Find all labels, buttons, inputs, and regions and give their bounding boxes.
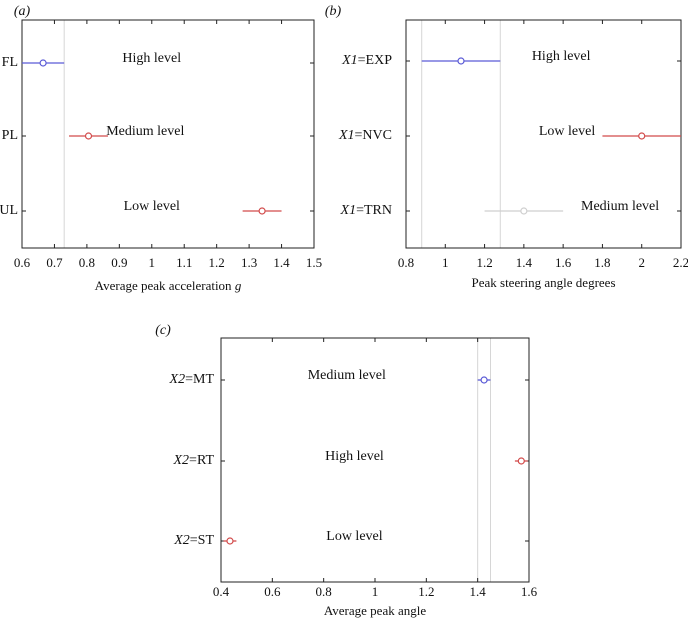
mean-marker <box>520 207 528 215</box>
x-tick-label: 2 <box>638 255 645 270</box>
x-tick-label: 1.1 <box>176 255 192 270</box>
level-annotation: Medium level <box>581 199 659 214</box>
y-label-text: UL <box>0 203 18 218</box>
mean-marker <box>517 457 525 465</box>
mean-marker <box>39 59 47 67</box>
x-tick-label: 1.4 <box>516 255 533 270</box>
y-label-text: =EXP <box>358 53 393 68</box>
mean-marker <box>84 132 93 140</box>
y-label-text: PL <box>2 128 18 143</box>
mean-marker <box>226 537 234 545</box>
y-label-text: =TRN <box>356 203 392 218</box>
y-label-variable: X2 <box>169 372 186 387</box>
panel-label: (a) <box>14 4 31 19</box>
x-tick-label: 2.2 <box>673 255 688 270</box>
x-tick-label: 1.4 <box>470 584 487 599</box>
panel-label: (b) <box>325 4 342 19</box>
x-axis-label-text: Average peak angle <box>324 603 426 618</box>
level-annotation: High level <box>122 51 181 66</box>
y-label-text: =MT <box>185 372 214 387</box>
y-label-variable: X2 <box>172 453 189 468</box>
x-tick-label: 1.2 <box>476 255 492 270</box>
x-axis-label: Average peak angle <box>324 603 426 618</box>
plot-frame <box>21 19 315 249</box>
x-axis-label-text: Average peak acceleration <box>95 278 235 293</box>
level-annotation: High level <box>532 49 591 64</box>
x-tick-label: 1.6 <box>555 255 572 270</box>
level-annotation: Low level <box>539 124 595 139</box>
y-tick-label: UL <box>0 203 18 218</box>
mean-marker <box>457 57 465 65</box>
x-tick-label: 1.2 <box>418 584 434 599</box>
x-tick-label: 1.2 <box>209 255 225 270</box>
y-label-variable: X1 <box>341 53 358 68</box>
x-tick-label: 0.8 <box>316 584 332 599</box>
y-label-variable: X2 <box>173 533 190 548</box>
x-axis-label: Average peak acceleration g <box>95 278 242 293</box>
y-tick-label: X2=RT <box>172 453 214 468</box>
x-tick-label: 1.4 <box>273 255 290 270</box>
x-tick-label: 0.8 <box>398 255 414 270</box>
mean-marker <box>258 207 266 215</box>
x-tick-label: 1 <box>149 255 156 270</box>
plot-frame <box>405 19 682 249</box>
panel-c: (c) 0.4 0.6 0.8 1 1.2 1.4 1.6 Average peak angle… <box>155 323 537 618</box>
x-axis-label-text: Peak steering angle degrees <box>471 275 615 290</box>
x-tick-label: 0.9 <box>111 255 127 270</box>
x-tick-label: 0.6 <box>264 584 281 599</box>
level-annotation: High level <box>325 449 384 464</box>
y-tick-label: X1=TRN <box>340 203 392 218</box>
level-annotation: Medium level <box>106 124 184 139</box>
level-annotation: Low level <box>326 529 382 544</box>
y-tick-label: X2=MT <box>169 372 215 387</box>
y-label-text: =RT <box>189 453 214 468</box>
panel-b: (b) 0.8 1 1.2 1.4 1.6 1.8 2 2.2 Peak steering ang… <box>325 4 688 290</box>
y-tick-label: PL <box>2 128 18 143</box>
y-label-text: FL <box>2 55 18 70</box>
y-label-variable: X1 <box>338 128 355 143</box>
panel-a: (a) 0.6 0.7 0.8 0.9 1 1.1 1.2 1.3 1.4 1.5 Average p… <box>0 4 322 293</box>
mean-marker <box>480 376 488 384</box>
y-tick-label: FL <box>2 55 18 70</box>
y-label-variable: X1 <box>340 203 357 218</box>
y-tick-label: X1=NVC <box>338 128 392 143</box>
y-label-text: =NVC <box>355 128 392 143</box>
x-tick-label: 0.7 <box>46 255 63 270</box>
x-axis-label: Peak steering angle degrees <box>471 275 615 290</box>
y-tick-label: X1=EXP <box>341 53 392 68</box>
level-annotation: Low level <box>124 199 180 214</box>
y-tick-label: X2=ST <box>173 533 214 548</box>
x-tick-label: 1.3 <box>241 255 257 270</box>
x-tick-label: 0.8 <box>79 255 95 270</box>
panel-label: (c) <box>155 323 171 338</box>
x-tick-label: 1.6 <box>521 584 538 599</box>
x-tick-label: 1.5 <box>306 255 322 270</box>
x-tick-label: 0.4 <box>213 584 230 599</box>
x-tick-label: 1 <box>372 584 379 599</box>
mean-marker <box>638 132 646 140</box>
x-axis-label-variable: g <box>235 278 242 293</box>
x-tick-label: 0.6 <box>14 255 31 270</box>
level-annotation: Medium level <box>308 368 386 383</box>
x-tick-label: 1.8 <box>594 255 610 270</box>
y-label-text: =ST <box>190 533 215 548</box>
x-tick-label: 1 <box>442 255 449 270</box>
